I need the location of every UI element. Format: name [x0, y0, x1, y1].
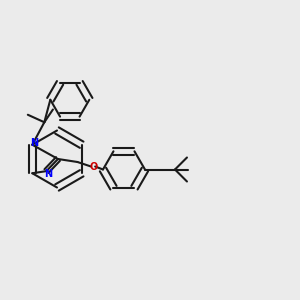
Text: N: N [44, 169, 52, 178]
Text: O: O [89, 161, 98, 172]
Text: N: N [30, 138, 38, 148]
